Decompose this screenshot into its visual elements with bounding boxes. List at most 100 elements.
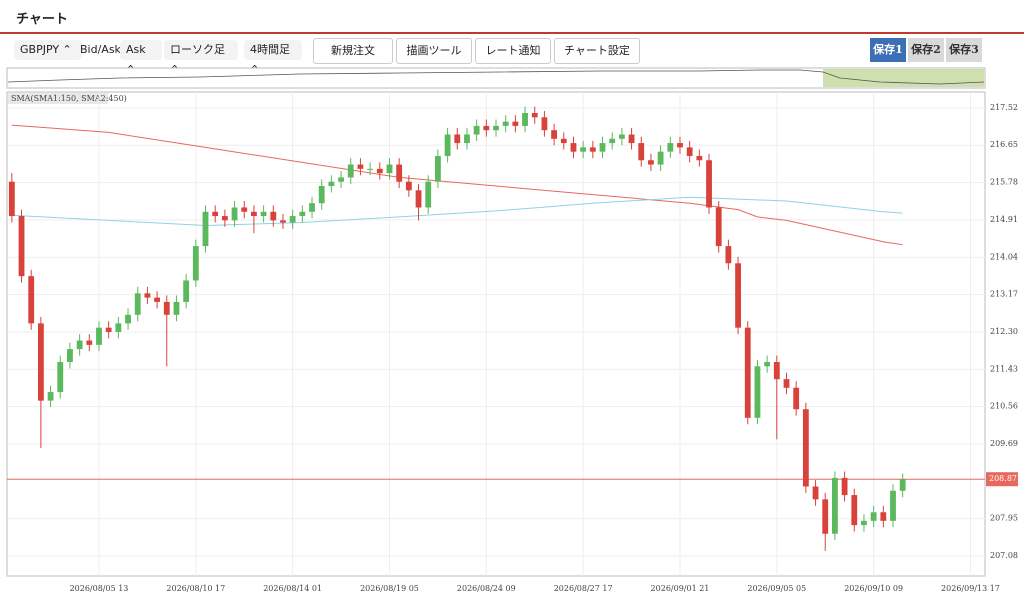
price-type-select[interactable]: Ask ⌃ (120, 40, 162, 76)
save-tab[interactable]: 保存2 (908, 38, 944, 62)
candle-body (444, 134, 451, 156)
settings-button[interactable]: チャート設定 (554, 38, 640, 64)
navigator-window (823, 69, 984, 87)
candle-body (192, 246, 199, 281)
indicator-label: SMA(SMA1:150, SMA2:450) (11, 94, 127, 103)
candle-body (76, 340, 83, 350)
candle-body (522, 113, 528, 126)
candle-body (473, 125, 480, 135)
price-type: Ask (126, 43, 146, 56)
price-type-label: Bid/Ask (80, 43, 121, 56)
candle-body (260, 211, 267, 217)
order-button[interactable]: 新規注文 (313, 38, 393, 64)
candle-body (560, 138, 567, 144)
candle-body (531, 113, 538, 118)
candle-body (415, 190, 422, 208)
candle-body (57, 362, 64, 393)
chart-style: ローソク足 (170, 43, 225, 56)
candle-body (677, 143, 683, 148)
candle-body (47, 392, 54, 401)
candle-body (396, 164, 403, 182)
y-tick-label: 210.56 (990, 402, 1018, 411)
x-tick-label: 2026/08/19 05 (360, 584, 419, 593)
candle-body (493, 125, 499, 131)
candle-body (434, 155, 441, 182)
x-tick-label: 2026/09/10 09 (844, 584, 903, 593)
candle-body (570, 143, 577, 152)
candle-body (183, 280, 190, 302)
timeframe: 4時間足 (250, 43, 290, 56)
x-tick-label: 2026/08/05 13 (70, 584, 129, 593)
y-tick-label: 211.43 (990, 364, 1018, 373)
x-tick-label: 2026/09/13 17 (941, 584, 1000, 593)
candle-body (28, 276, 35, 324)
candle-body (251, 211, 257, 217)
candle-body (628, 134, 635, 144)
candle-body (18, 216, 25, 277)
candle-body (280, 220, 286, 223)
candle-body (483, 125, 490, 131)
candle-body (686, 147, 693, 156)
candle-body (880, 512, 887, 521)
candle-body (783, 379, 790, 388)
candle-body (696, 155, 703, 161)
alert-button[interactable]: レート通知 (475, 38, 551, 64)
draw-button[interactable]: 描画ツール (396, 38, 472, 64)
candle-body (125, 314, 131, 324)
candle-body (580, 147, 587, 152)
candle-body (163, 301, 170, 315)
candle-body (832, 477, 838, 534)
candle-body (541, 117, 548, 131)
save-tab[interactable]: 保存3 (946, 38, 982, 62)
candle-body (8, 181, 15, 217)
candle-body (357, 164, 364, 169)
candle-body (289, 216, 296, 223)
candle-body (86, 340, 93, 345)
timeframe-select[interactable]: 4時間足 ⌃ (244, 40, 302, 76)
candle-body (648, 160, 654, 165)
candle-body (812, 486, 819, 500)
candle-body (609, 138, 616, 144)
y-tick-label: 209.69 (990, 439, 1018, 448)
candle-body (144, 293, 151, 298)
candle-body (706, 160, 712, 208)
candle-body (618, 134, 625, 139)
candle-body (173, 301, 180, 315)
current-price-box (986, 472, 1018, 487)
candle-body (773, 362, 780, 380)
candle-body (221, 216, 228, 221)
candle-body (212, 211, 219, 217)
candle-body (367, 168, 374, 170)
candle-body (899, 479, 906, 491)
candle-body (405, 181, 412, 191)
candle-body (270, 211, 277, 221)
indicator-box (8, 93, 108, 104)
current-price-label: 208.87 (989, 474, 1017, 483)
candle-body (425, 181, 432, 208)
candle-body (551, 130, 558, 139)
candle-body (589, 147, 596, 152)
candle-body (822, 499, 829, 534)
candle-body (318, 186, 325, 204)
save-tab[interactable]: 保存1 (870, 38, 906, 62)
candle-body (802, 409, 809, 487)
candle-body (376, 168, 383, 174)
candle-body (386, 164, 393, 174)
x-tick-label: 2026/08/10 17 (166, 584, 225, 593)
style-select[interactable]: ローソク足 ⌃ (164, 40, 238, 76)
candle-body (638, 143, 645, 161)
y-tick-label: 214.04 (990, 252, 1018, 261)
candle-body (134, 293, 141, 315)
candle-body (667, 143, 674, 152)
sma-line (11, 124, 903, 246)
candle-body (454, 134, 461, 144)
candle-body (105, 327, 112, 332)
header: チャート (0, 0, 1024, 34)
candle-body (851, 495, 858, 526)
candle-body (67, 349, 73, 363)
symbol-select[interactable]: GBPJPY ⌃ (14, 40, 82, 60)
page-title: チャート (16, 12, 68, 27)
x-tick-label: 2026/09/01 21 (651, 584, 710, 593)
